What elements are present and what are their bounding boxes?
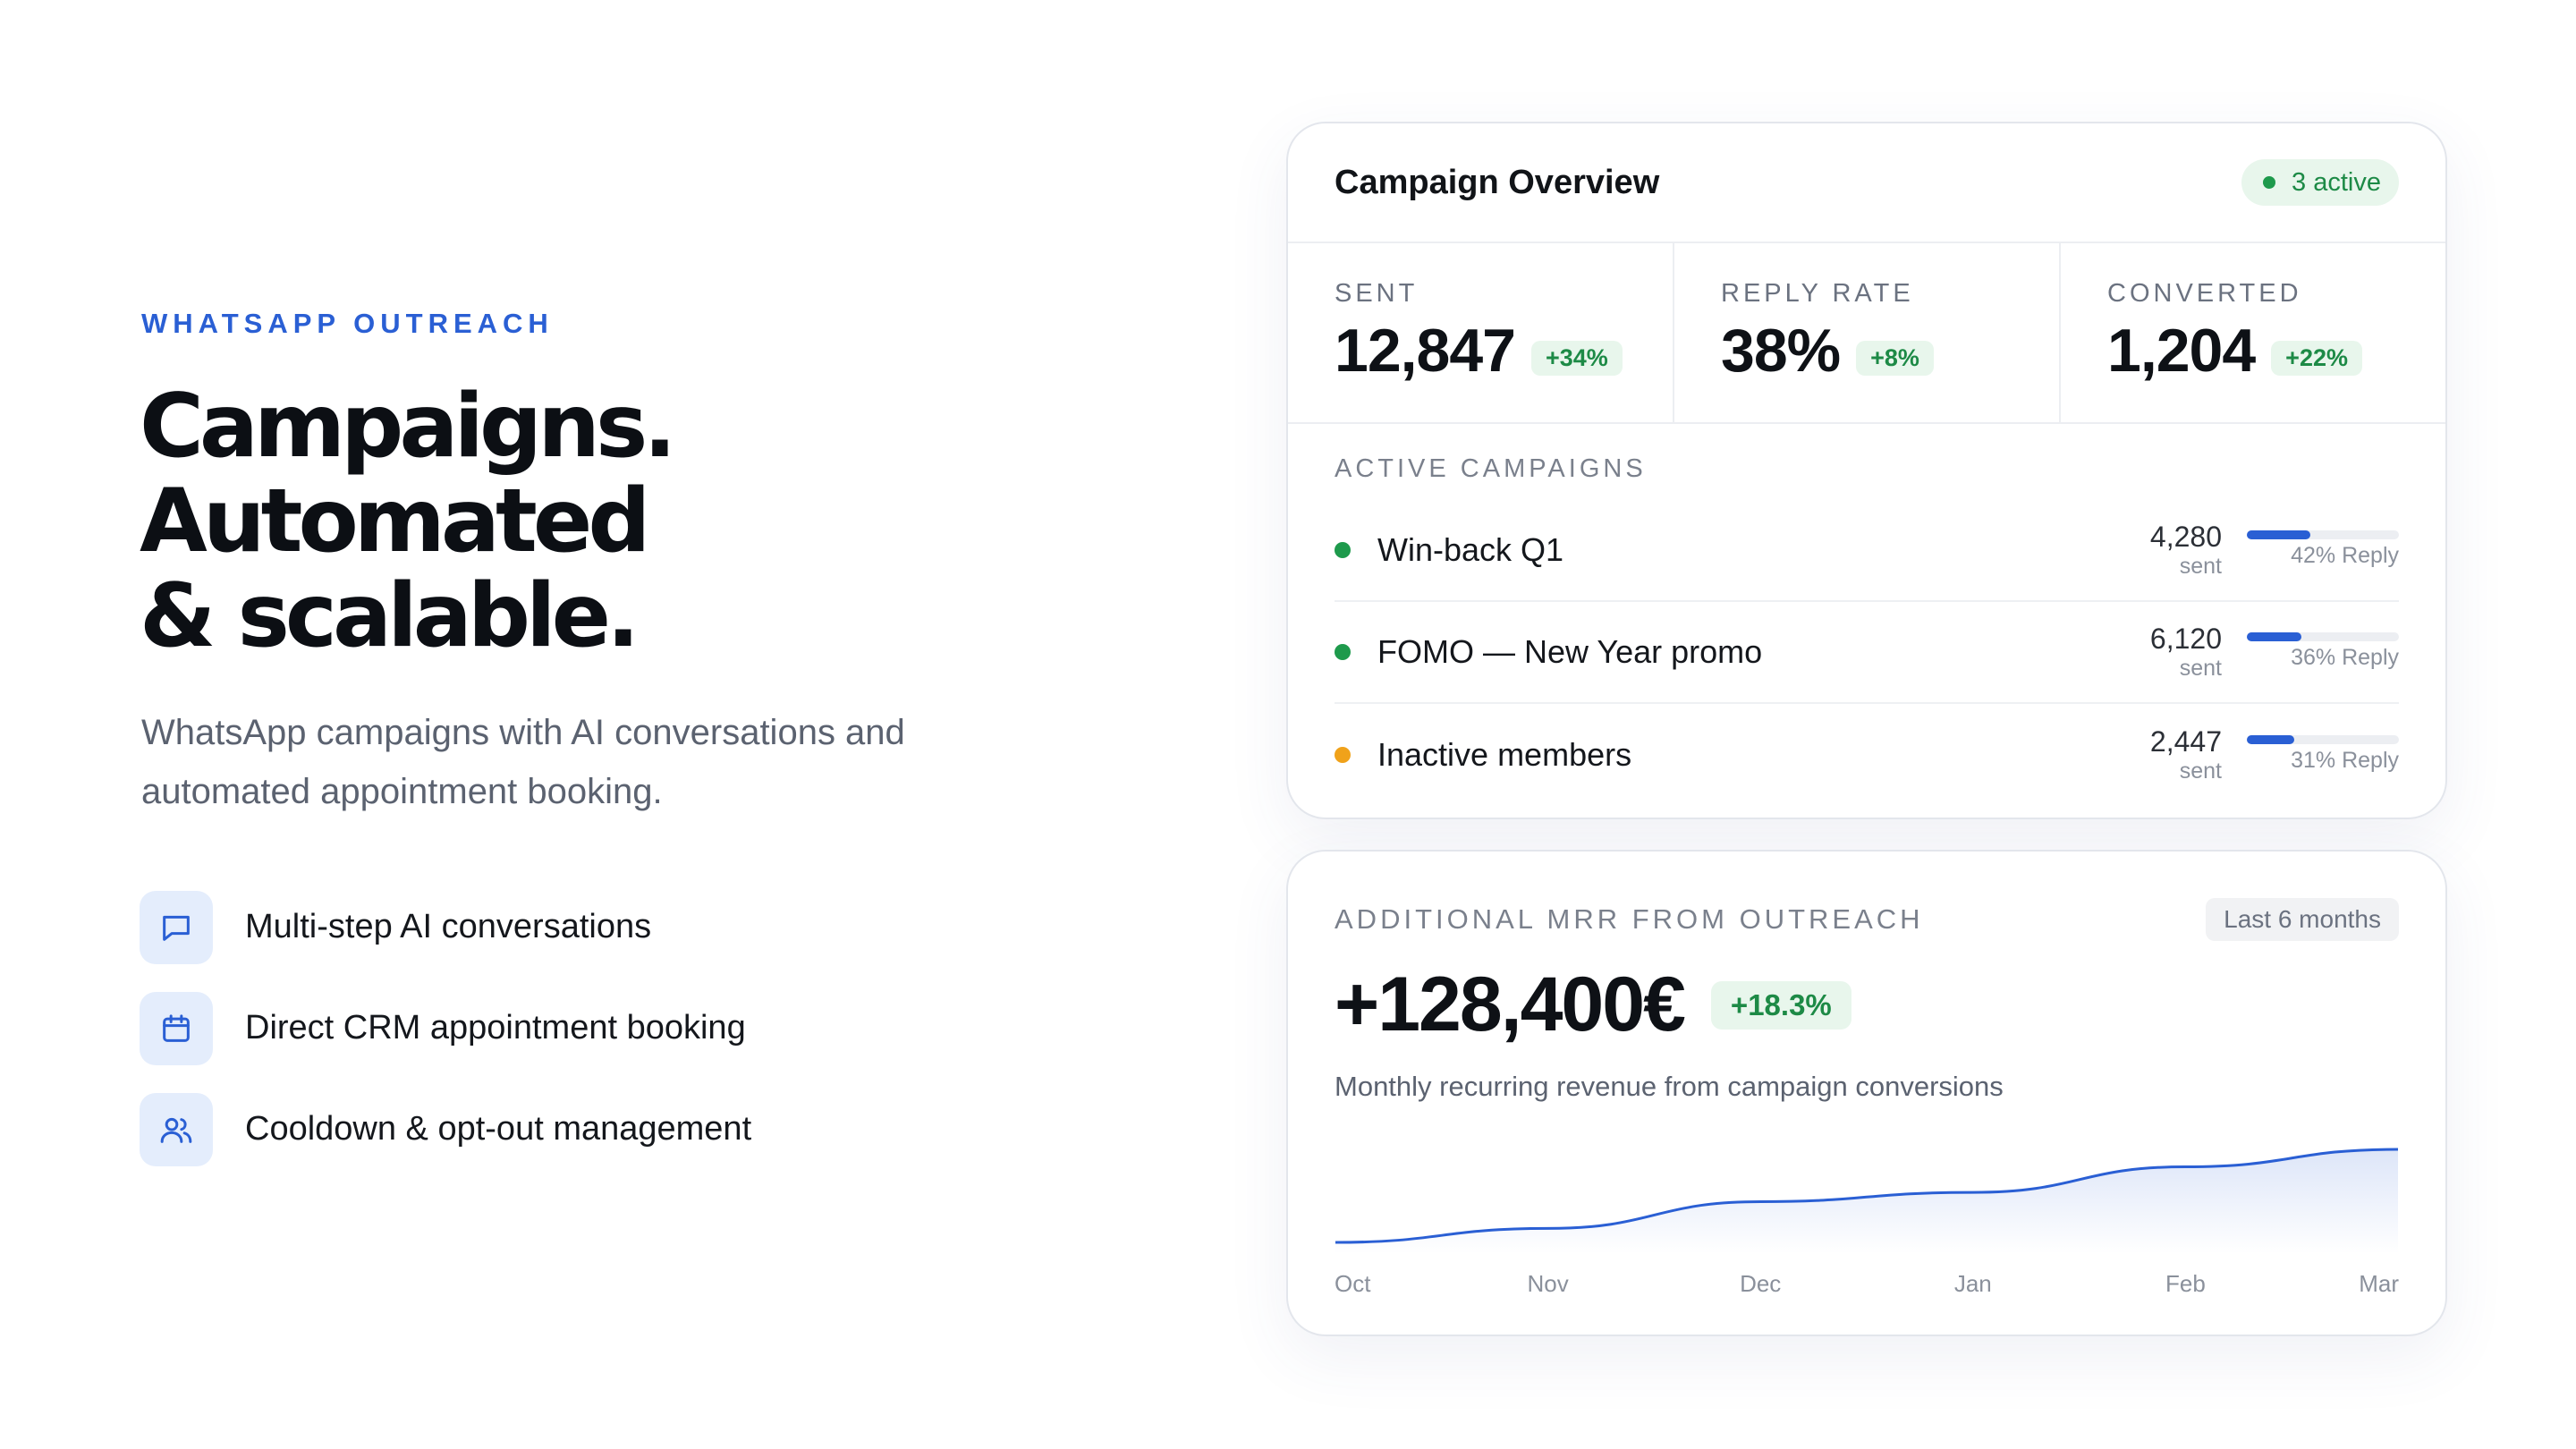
- x-tick-label: Jan: [1954, 1270, 1992, 1297]
- active-status-badge: 3 active: [2241, 159, 2399, 206]
- users-icon: [140, 1092, 213, 1166]
- calendar-icon: [140, 991, 213, 1065]
- section-label: ACTIVE CAMPAIGNS: [1335, 454, 1647, 483]
- sent-count: 4,280: [2149, 521, 2222, 553]
- reply-rate-label: 42% Reply: [2291, 543, 2399, 568]
- card-title: Campaign Overview: [1335, 163, 1660, 201]
- campaign-overview-card: Campaign Overview 3 active SENT 12,847 +…: [1286, 122, 2447, 819]
- mrr-trend-chart: Oct Nov Dec Jan Feb Mar: [1335, 1148, 2399, 1297]
- campaign-sent: 4,280 sent: [2106, 521, 2222, 580]
- stat-converted: CONVERTED 1,204 +22%: [2061, 243, 2445, 422]
- campaign-sent: 6,120 sent: [2106, 623, 2222, 682]
- mrr-area-fill: [1335, 1149, 2398, 1254]
- mrr-label: ADDITIONAL MRR FROM OUTREACH: [1335, 903, 1924, 935]
- campaign-name: Inactive members: [1377, 736, 1632, 773]
- chat-bubble-icon: [140, 890, 213, 964]
- campaign-sent: 2,447 sent: [2106, 725, 2222, 784]
- reply-rate-label: 36% Reply: [2291, 645, 2399, 670]
- reply-rate-fill: [2247, 530, 2311, 539]
- stats-row: SENT 12,847 +34% REPLY RATE 38% +8% CONV…: [1288, 243, 2445, 424]
- feature-item: Cooldown & opt-out management: [140, 1079, 751, 1180]
- x-tick-label: Dec: [1740, 1270, 1781, 1297]
- x-tick-label: Nov: [1527, 1270, 1568, 1297]
- stat-value: 38%: [1721, 317, 1841, 385]
- mrr-description: Monthly recurring revenue from campaign …: [1335, 1071, 2004, 1102]
- status-dot-icon: [1335, 542, 1351, 558]
- feature-item: Direct CRM appointment booking: [140, 978, 751, 1079]
- stat-label: REPLY RATE: [1721, 279, 1914, 308]
- stat-value: 1,204: [2107, 317, 2256, 385]
- x-tick-label: Mar: [2359, 1270, 2399, 1297]
- headline-line: Campaigns.: [140, 376, 677, 478]
- reply-rate-fill: [2247, 632, 2302, 641]
- sent-unit: sent: [2179, 656, 2222, 681]
- stat-delta-badge: +34%: [1530, 341, 1623, 376]
- x-tick-label: Oct: [1335, 1270, 1371, 1297]
- status-dot-icon: [2263, 176, 2276, 189]
- campaign-row[interactable]: Inactive members 2,447 sent 31% Reply: [1335, 704, 2399, 806]
- reply-rate-bar: 31% Reply: [2247, 726, 2399, 784]
- campaign-row[interactable]: FOMO — New Year promo 6,120 sent 36% Rep…: [1335, 602, 2399, 704]
- feature-item: Multi-step AI conversations: [140, 877, 751, 978]
- x-tick-label: Feb: [2165, 1270, 2206, 1297]
- sent-unit: sent: [2179, 758, 2222, 784]
- headline-line: Automated: [140, 470, 650, 572]
- time-range-badge[interactable]: Last 6 months: [2206, 898, 2399, 941]
- mrr-card: ADDITIONAL MRR FROM OUTREACH Last 6 mont…: [1286, 850, 2447, 1336]
- stat-delta-badge: +22%: [2271, 341, 2362, 376]
- stat-delta-badge: +8%: [1856, 341, 1934, 376]
- campaign-row[interactable]: Win-back Q1 4,280 sent 42% Reply: [1335, 500, 2399, 602]
- stat-label: SENT: [1335, 279, 1419, 308]
- stat-label: CONVERTED: [2107, 279, 2302, 308]
- feature-list: Multi-step AI conversations Direct CRM a…: [140, 877, 751, 1180]
- status-dot-icon: [1335, 747, 1351, 763]
- reply-rate-fill: [2247, 735, 2294, 744]
- active-count: 3 active: [2292, 167, 2381, 197]
- mrr-value: +128,400€: [1335, 962, 1686, 1047]
- eyebrow-label: WHATSAPP OUTREACH: [141, 308, 554, 339]
- stat-value: 12,847: [1335, 317, 1516, 385]
- reply-rate-bar: 42% Reply: [2247, 521, 2399, 579]
- stat-sent: SENT 12,847 +34%: [1288, 243, 1674, 422]
- reply-rate-label: 31% Reply: [2291, 748, 2399, 773]
- card-header: Campaign Overview 3 active: [1288, 123, 2445, 243]
- hero-subtitle: WhatsApp campaigns with AI conversations…: [141, 713, 905, 811]
- status-dot-icon: [1335, 644, 1351, 660]
- feature-label: Direct CRM appointment booking: [245, 1009, 746, 1046]
- headline-line: & scalable.: [140, 565, 640, 667]
- campaign-name: Win-back Q1: [1377, 531, 1564, 568]
- mrr-delta-badge: +18.3%: [1710, 980, 1852, 1030]
- campaign-list: Win-back Q1 4,280 sent 42% Reply FOMO — …: [1335, 500, 2399, 806]
- sent-count: 6,120: [2149, 623, 2222, 655]
- campaign-name: FOMO — New Year promo: [1377, 633, 1763, 670]
- stat-reply-rate: REPLY RATE 38% +8%: [1674, 243, 2061, 422]
- hero-headline: Campaigns. Automated & scalable.: [140, 376, 677, 667]
- sent-count: 2,447: [2149, 725, 2222, 758]
- mrr-series-line: [1335, 1148, 2399, 1244]
- sent-unit: sent: [2179, 554, 2222, 579]
- feature-label: Multi-step AI conversations: [245, 908, 652, 945]
- feature-label: Cooldown & opt-out management: [245, 1110, 752, 1148]
- reply-rate-bar: 36% Reply: [2247, 623, 2399, 681]
